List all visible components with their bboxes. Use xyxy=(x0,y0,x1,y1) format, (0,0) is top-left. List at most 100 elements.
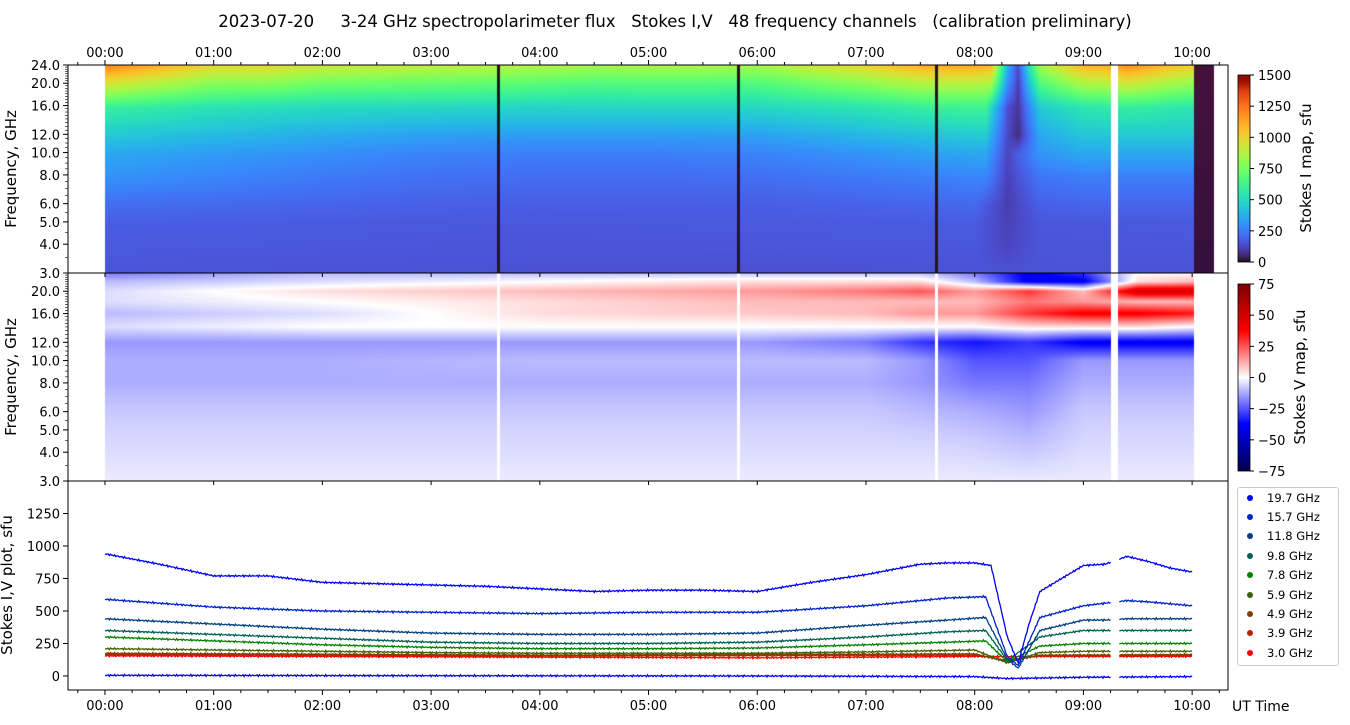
legend-label: 7.8 GHz xyxy=(1267,568,1313,583)
series-line-5-9-ghz xyxy=(104,646,1111,665)
top-time-label: 10:00 xyxy=(1173,46,1210,61)
freq-tick-label: 3.0 xyxy=(39,267,60,282)
top-time-label: 09:00 xyxy=(1065,46,1102,61)
series-line-3-0-ghz xyxy=(104,653,1111,660)
series-line-7-8-ghz xyxy=(1119,641,1193,646)
colorbar-frame-i xyxy=(1237,74,1251,263)
legend-item: 3.0 GHz xyxy=(1238,643,1338,662)
freq-tick-label: 5.0 xyxy=(39,216,60,231)
colorbar-tick-label: 1000 xyxy=(1258,131,1291,146)
legend-marker-icon xyxy=(1247,572,1253,579)
series-line-15-7-ghz xyxy=(104,594,1111,667)
legend-label: 9.8 GHz xyxy=(1267,548,1313,563)
legend-label: 15.7 GHz xyxy=(1267,510,1320,525)
freq-tick-label: 12.0 xyxy=(31,336,60,351)
legend-marker-icon xyxy=(1247,552,1253,559)
top-time-label: 01:00 xyxy=(195,46,232,61)
freq-tick-label: 4.0 xyxy=(39,446,60,461)
freq-tick-label: 10.0 xyxy=(31,355,60,370)
freq-tick-label: 5.0 xyxy=(39,424,60,439)
legend-item: 9.8 GHz xyxy=(1238,546,1338,565)
legend-item: 3.9 GHz xyxy=(1238,624,1338,643)
colorbar-tick-label: 750 xyxy=(1258,163,1283,178)
legend-item: 11.8 GHz xyxy=(1238,527,1338,546)
legend-marker-icon xyxy=(1247,611,1253,618)
bottom-time-label: 09:00 xyxy=(1065,699,1102,714)
y-axis-label-plot: Stokes I,V plot, sfu xyxy=(0,515,16,655)
y-tick-label: 0 xyxy=(52,670,60,685)
colorbar-tick-label: −50 xyxy=(1258,434,1285,449)
top-time-label: 03:00 xyxy=(412,46,449,61)
bottom-time-label: 08:00 xyxy=(956,699,993,714)
legend-label: 3.0 GHz xyxy=(1267,645,1313,660)
legend-marker-icon xyxy=(1247,591,1253,598)
top-time-label: 07:00 xyxy=(847,46,884,61)
stokes-i-heatmap xyxy=(68,65,1228,273)
legend-item: 19.7 GHz xyxy=(1238,488,1338,507)
x-axis-label: UT Time xyxy=(1232,699,1290,715)
colorbar-label-v: Stokes V map, sfu xyxy=(1291,309,1309,444)
colorbar-tick-label: 0 xyxy=(1258,256,1266,271)
bottom-time-label: 01:00 xyxy=(195,699,232,714)
freq-tick-label: 6.0 xyxy=(39,198,60,213)
series-line-9-8-ghz xyxy=(104,628,1111,661)
y-tick-label: 1250 xyxy=(27,507,60,522)
colorbar-tick-label: 0 xyxy=(1258,372,1266,387)
colorbar-tick-label: 75 xyxy=(1258,278,1275,293)
freq-tick-label: 4.0 xyxy=(39,238,60,253)
freq-tick-label: 16.0 xyxy=(31,100,60,115)
freq-tick-label: 12.0 xyxy=(31,128,60,143)
series-line-19-7-ghz xyxy=(104,553,1112,665)
top-time-label: 02:00 xyxy=(304,46,341,61)
series-line-stokes-v xyxy=(104,673,1111,681)
bottom-time-label: 06:00 xyxy=(739,699,776,714)
top-time-label: 04:00 xyxy=(521,46,558,61)
legend-label: 4.9 GHz xyxy=(1267,607,1313,622)
top-time-label: 08:00 xyxy=(956,46,993,61)
bottom-time-label: 00:00 xyxy=(86,699,123,714)
colorbar-tick-label: 25 xyxy=(1258,340,1275,355)
colorbar-tick-label: 50 xyxy=(1258,309,1275,324)
freq-tick-label: 8.0 xyxy=(39,377,60,392)
series-line-7-8-ghz xyxy=(104,635,1111,663)
bottom-time-label: 03:00 xyxy=(412,699,449,714)
stokes-i-colorbar xyxy=(1238,75,1250,262)
freq-tick-label: 16.0 xyxy=(31,308,60,323)
legend: 19.7 GHz 15.7 GHz 11.8 GHz 9.8 GHz 7.8 GHz 5.… xyxy=(1237,487,1339,666)
series-line-11-8-ghz xyxy=(104,615,1111,669)
freq-tick-label: 10.0 xyxy=(31,147,60,162)
axes-frame-2 xyxy=(67,272,1229,482)
figure-title: 2023-07-20 3-24 GHz spectropolarimeter f… xyxy=(218,12,1132,31)
legend-item: 7.8 GHz xyxy=(1238,566,1338,585)
y-tick-label: 750 xyxy=(35,572,60,587)
y-tick-label: 250 xyxy=(35,637,60,652)
colorbar-label-i: Stokes I map, sfu xyxy=(1297,103,1315,232)
legend-marker-icon xyxy=(1247,649,1253,656)
bottom-time-label: 02:00 xyxy=(304,699,341,714)
y-axis-label: Frequency, GHz xyxy=(2,110,20,228)
y-tick-label: 1000 xyxy=(27,540,60,555)
bottom-time-label: 10:00 xyxy=(1173,699,1210,714)
legend-marker-icon xyxy=(1247,630,1253,637)
series-line-11-8-ghz xyxy=(1119,616,1193,621)
series-line-4-9-ghz xyxy=(104,651,1111,664)
freq-tick-label: 24.0 xyxy=(31,59,60,74)
legend-item: 4.9 GHz xyxy=(1238,604,1338,623)
colorbar-tick-label: 1500 xyxy=(1258,69,1291,84)
legend-label: 19.7 GHz xyxy=(1267,490,1320,505)
stokes-v-colorbar xyxy=(1238,284,1250,471)
series-line-stokes-v xyxy=(1119,674,1193,679)
freq-tick-label: 20.0 xyxy=(31,77,60,92)
bottom-time-label: 05:00 xyxy=(630,699,667,714)
series-line-15-7-ghz xyxy=(1119,598,1193,608)
top-time-label: 00:00 xyxy=(86,46,123,61)
series-line-9-8-ghz xyxy=(1119,628,1193,633)
legend-item: 5.9 GHz xyxy=(1238,585,1338,604)
y-axis-label: Frequency, GHz xyxy=(2,318,20,436)
legend-marker-icon xyxy=(1247,494,1253,501)
bottom-time-label: 04:00 xyxy=(521,699,558,714)
freq-tick-label: 20.0 xyxy=(31,285,60,300)
series-line-4-9-ghz xyxy=(1119,652,1193,657)
colorbar-tick-label: 500 xyxy=(1258,194,1283,209)
